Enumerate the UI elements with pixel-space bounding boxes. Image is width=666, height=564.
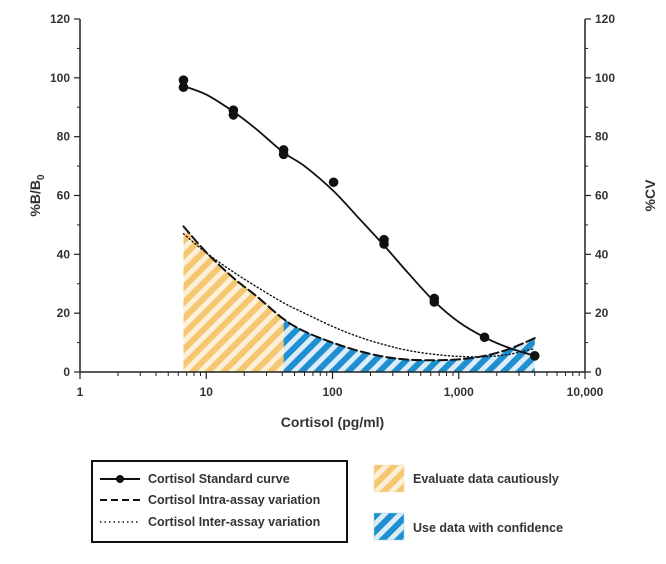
y-left-tick-label: 20 (57, 306, 71, 320)
y-right-tick-label: 40 (595, 247, 609, 261)
x-tick-label: 1,000 (444, 385, 474, 399)
legend: Cortisol Standard curve Cortisol Intra-a… (91, 460, 563, 543)
y-right-tick-label: 0 (595, 365, 602, 379)
standard-curve-point (429, 297, 440, 307)
standard-curve-point (479, 332, 490, 343)
y-right-tick-label: 100 (595, 71, 615, 85)
confidence-regions (183, 226, 535, 372)
region-evaluate-cautiously (183, 226, 284, 372)
standard-curve-point (379, 239, 389, 249)
y-right-tick-label: 60 (595, 189, 609, 203)
y-right-axis-title: %CV (642, 179, 658, 212)
y-left-tick-label: 120 (50, 12, 70, 26)
standard-curve-point (178, 75, 189, 85)
y-left-axis-title: %B/B0 (27, 174, 47, 217)
y-left-tick-label: 40 (57, 247, 71, 261)
y-left-tick-label: 100 (50, 71, 70, 85)
legend-label-standard-curve: Cortisol Standard curve (148, 472, 290, 486)
standard-curve-point (178, 82, 189, 93)
x-tick-label: 100 (322, 385, 342, 399)
axes (74, 18, 591, 379)
legend-label-intra-assay: Cortisol Intra-assay variation (148, 493, 320, 507)
legend-label-evaluate-cautiously: Evaluate data cautiously (413, 472, 559, 486)
legend-label-inter-assay: Cortisol Inter-assay variation (148, 515, 320, 529)
y-left-tick-label: 60 (57, 189, 71, 203)
legend-swatch-use-with-confidence (373, 512, 405, 541)
legend-box (91, 460, 348, 543)
y-right-tick-label: 80 (595, 130, 609, 144)
standard-curve-line (182, 85, 536, 357)
region-use-with-confidence (283, 319, 535, 372)
series (178, 75, 540, 362)
y-left-tick-label: 80 (57, 130, 71, 144)
standard-curve-point (278, 149, 289, 160)
legend-label-use-with-confidence: Use data with confidence (413, 521, 563, 535)
standard-curve-point (529, 351, 540, 361)
x-axis-title: Cortisol (pg/ml) (281, 414, 384, 430)
legend-swatch-standard-point (116, 475, 124, 483)
legend-swatch-evaluate-cautiously (373, 464, 405, 493)
standard-curve-point (328, 177, 339, 188)
y-right-tick-label: 20 (595, 306, 609, 320)
y-left-tick-label: 0 (63, 365, 70, 379)
x-tick-label: 1 (77, 385, 84, 399)
intra-assay-line (182, 225, 536, 362)
x-tick-label: 10 (200, 385, 214, 399)
x-tick-label: 10,000 (567, 385, 604, 399)
y-left-axis-title-subscript: 0 (36, 174, 47, 180)
y-right-tick-label: 120 (595, 12, 615, 26)
standard-curve-point (228, 110, 239, 120)
